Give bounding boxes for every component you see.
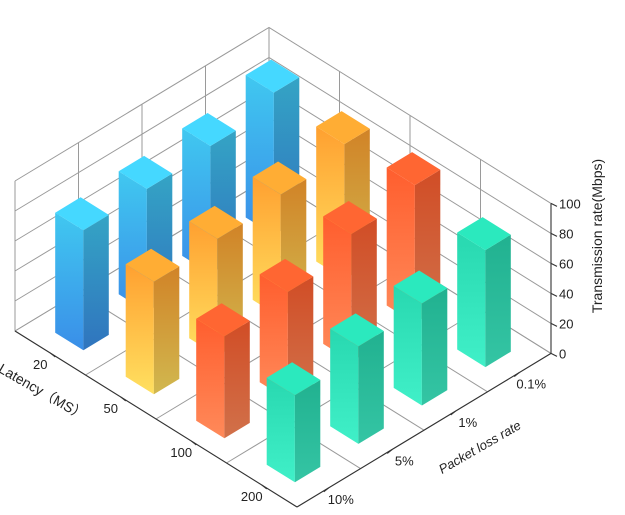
bar-right-face — [421, 288, 448, 406]
packet-axis-title: Packet loss rate — [436, 417, 524, 476]
z-tick-label: 100 — [559, 196, 581, 211]
bar — [125, 248, 180, 395]
bar-top-face — [125, 248, 180, 282]
z-tick-label: 40 — [559, 286, 573, 301]
latency-tick-label: 50 — [104, 401, 118, 416]
z-tick — [550, 322, 558, 327]
axis-layer — [14, 202, 558, 508]
latency-tick — [120, 396, 127, 402]
bar — [55, 197, 109, 351]
z-axis-title: Transmission rate(Mbps) — [589, 159, 605, 313]
bar — [266, 362, 321, 483]
bar-top-face — [386, 152, 441, 186]
bar-left-face — [330, 328, 359, 444]
packet-tick-label: 1% — [458, 415, 477, 430]
latency-tick-label: 20 — [33, 357, 47, 372]
packet-tick-label: 5% — [395, 453, 414, 468]
bar — [457, 217, 511, 368]
bar-top-face — [118, 155, 173, 189]
bar-right-face — [358, 331, 384, 444]
bar-left-face — [259, 274, 288, 400]
bar-left-face — [196, 318, 225, 439]
bar-top-face — [55, 197, 109, 231]
bar — [393, 270, 448, 406]
bar — [330, 313, 384, 444]
z-tick — [550, 292, 558, 297]
bar-right-face — [485, 234, 511, 368]
bar-top-face — [182, 113, 236, 146]
bar-left-face — [55, 212, 84, 351]
bar-right-face — [294, 379, 321, 483]
z-tick — [550, 202, 558, 207]
packet-axis-line — [296, 352, 552, 508]
z-tick-label: 20 — [559, 316, 573, 331]
bar-top-face — [316, 111, 370, 145]
z-tick — [550, 352, 558, 357]
packet-tick — [323, 487, 330, 493]
bar-left-face — [266, 377, 295, 483]
latency-tick — [49, 352, 56, 358]
bar — [196, 303, 250, 439]
z-tick-label: 60 — [559, 256, 573, 271]
packet-tick — [450, 410, 457, 416]
packet-tick — [386, 448, 393, 454]
packet-tick — [513, 372, 520, 378]
latency-tick — [261, 484, 268, 490]
z-tick — [550, 232, 558, 237]
bar-right-face — [224, 320, 250, 439]
bar-top-face — [259, 258, 314, 292]
z-tick-label: 80 — [559, 226, 573, 241]
bar-top-face — [330, 313, 384, 347]
packet-tick-label: 0.1% — [516, 377, 546, 392]
bar-left-face — [393, 285, 422, 406]
z-tick — [550, 262, 558, 267]
bar-top-face — [323, 201, 377, 234]
bar-top-face — [245, 59, 300, 93]
bar-left-face — [457, 232, 486, 368]
latency-tick — [190, 440, 197, 446]
z-tick-label: 0 — [559, 346, 566, 361]
bar-top-face — [196, 303, 250, 337]
bar-top-face — [189, 205, 243, 239]
bar-top-face — [252, 161, 307, 195]
bar-left-face — [125, 264, 154, 395]
bar-right-face — [153, 266, 180, 395]
latency-axis-line — [14, 330, 298, 508]
latency-tick-label: 200 — [241, 489, 263, 504]
packet-tick-label: 10% — [328, 492, 354, 507]
bar-top-face — [266, 362, 321, 396]
bar-top-face — [393, 270, 448, 304]
bar-top-face — [457, 217, 511, 251]
bar-right-face — [83, 214, 109, 351]
latency-tick-label: 100 — [170, 445, 192, 460]
bar-layer — [55, 59, 511, 483]
